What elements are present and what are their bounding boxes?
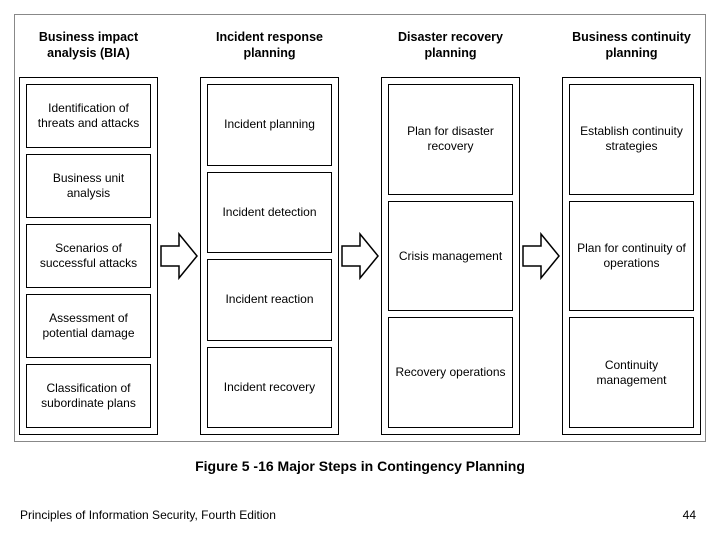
column-body: Incident planning Incident detection Inc…	[200, 77, 339, 435]
column-incident-response: Incident response planning Incident plan…	[200, 21, 339, 435]
box: Crisis management	[388, 201, 513, 312]
column-bia: Business impact analysis (BIA) Identific…	[19, 21, 158, 435]
box: Business unit analysis	[26, 154, 151, 218]
column-disaster-recovery: Disaster recovery planning Plan for disa…	[381, 21, 520, 435]
box: Plan for disaster recovery	[388, 84, 513, 195]
column-body: Plan for disaster recovery Crisis manage…	[381, 77, 520, 435]
footer-page-number: 44	[683, 508, 696, 522]
column-header: Disaster recovery planning	[381, 21, 520, 77]
footer-source: Principles of Information Security, Four…	[20, 508, 276, 522]
column-body: Identification of threats and attacks Bu…	[19, 77, 158, 435]
arrow-icon	[158, 21, 200, 435]
box: Incident detection	[207, 172, 332, 254]
column-body: Establish continuity strategies Plan for…	[562, 77, 701, 435]
box: Establish continuity strategies	[569, 84, 694, 195]
box: Incident recovery	[207, 347, 332, 429]
figure-caption: Figure 5 -16 Major Steps in Contingency …	[0, 458, 720, 474]
box: Incident planning	[207, 84, 332, 166]
box: Classification of subordinate plans	[26, 364, 151, 428]
arrow-icon	[339, 21, 381, 435]
columns-wrap: Business impact analysis (BIA) Identific…	[15, 15, 705, 441]
arrow-icon	[520, 21, 562, 435]
column-header: Business continuity planning	[562, 21, 701, 77]
box: Plan for continuity of operations	[569, 201, 694, 312]
column-header: Business impact analysis (BIA)	[19, 21, 158, 77]
box: Identification of threats and attacks	[26, 84, 151, 148]
diagram-frame: Business impact analysis (BIA) Identific…	[14, 14, 706, 442]
footer: Principles of Information Security, Four…	[20, 508, 696, 522]
box: Scenarios of successful attacks	[26, 224, 151, 288]
box: Recovery operations	[388, 317, 513, 428]
box: Continuity management	[569, 317, 694, 428]
column-business-continuity: Business continuity planning Establish c…	[562, 21, 701, 435]
column-header: Incident response planning	[200, 21, 339, 77]
box: Assessment of potential damage	[26, 294, 151, 358]
box: Incident reaction	[207, 259, 332, 341]
